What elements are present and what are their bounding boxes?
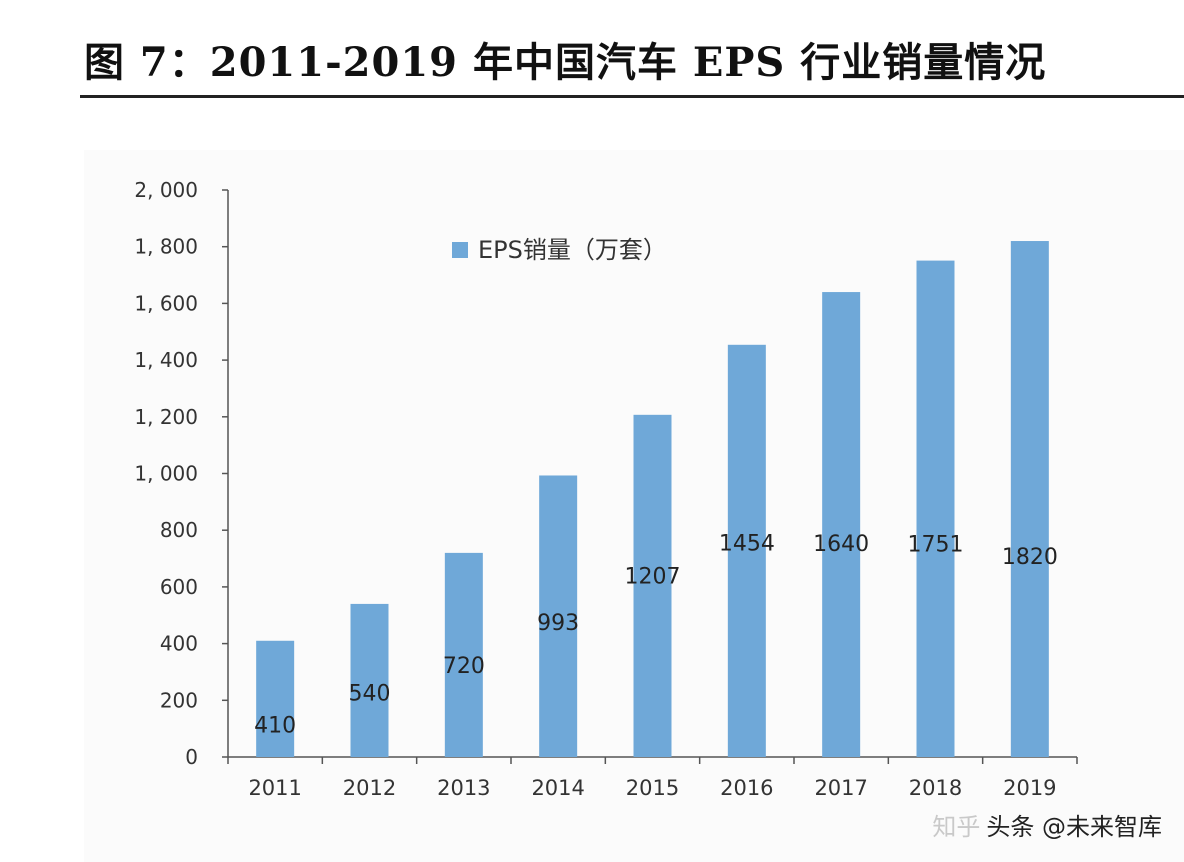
y-tick-label: 600: [160, 575, 198, 599]
bar-data-label: 1207: [625, 565, 681, 590]
bar-data-label: 720: [443, 654, 485, 679]
x-tick-label: 2017: [814, 776, 867, 800]
bar-data-label: 540: [349, 682, 391, 707]
bar: [256, 640, 295, 757]
figure-title: 图 7：2011-2019 年中国汽车 EPS 行业销量情况: [84, 39, 1047, 86]
chart-panel: 0 200 400 600 800 1, 000 1, 200 1, 400 1, 600 1, …: [84, 150, 1184, 862]
bar: [1010, 241, 1049, 757]
bar: [444, 552, 483, 757]
y-tick-label: 200: [160, 688, 198, 712]
bar-data-label: 1820: [1002, 545, 1058, 570]
bar-data-label: 1640: [813, 532, 869, 557]
y-tick-label: 1, 400: [134, 348, 198, 372]
bar: [350, 603, 389, 757]
y-tick-label: 1, 600: [134, 291, 198, 315]
bar: [539, 475, 578, 757]
bar-data-label: 1454: [719, 532, 775, 557]
watermark: 知乎 头条 @未来智库: [932, 807, 1162, 842]
y-tick-label: 400: [160, 632, 198, 656]
y-tick-label: 2, 000: [134, 178, 198, 202]
bar-data-label: 1751: [908, 533, 964, 558]
x-tick-label: 2012: [343, 776, 396, 800]
x-tick-label: 2011: [248, 776, 301, 800]
y-tick-label: 800: [160, 518, 198, 542]
bar-chart: 0 200 400 600 800 1, 000 1, 200 1, 400 1, 600 1, …: [134, 178, 1078, 800]
bar: [727, 344, 766, 757]
title-underline: [80, 95, 1184, 98]
bar-data-label: 410: [254, 713, 296, 738]
x-tick-label: 2013: [437, 776, 490, 800]
bar: [916, 260, 955, 757]
bar: [633, 414, 672, 757]
legend-label: EPS销量（万套）: [478, 236, 667, 264]
x-tick-label: 2014: [531, 776, 584, 800]
bar-data-label: 993: [537, 611, 579, 636]
x-tick-label: 2016: [720, 776, 773, 800]
x-tick-label: 2019: [1003, 776, 1056, 800]
bar: [822, 292, 861, 757]
y-tick-label: 1, 800: [134, 235, 198, 259]
y-tick-label: 1, 000: [134, 462, 198, 486]
legend-swatch: [452, 242, 468, 258]
x-tick-label: 2015: [626, 776, 679, 800]
x-tick-label: 2018: [909, 776, 962, 800]
watermark-text: 头条 @未来智库: [986, 813, 1162, 841]
watermark-ghost-text: 知乎: [932, 813, 981, 841]
y-tick-label: 0: [185, 745, 198, 769]
y-tick-label: 1, 200: [134, 405, 198, 429]
